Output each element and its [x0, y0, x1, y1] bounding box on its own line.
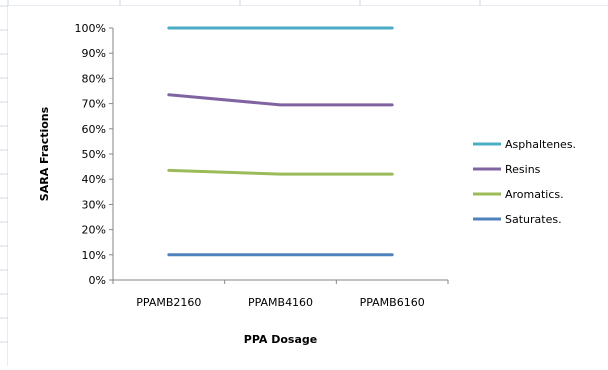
y-tick-label: 30% — [82, 198, 106, 211]
x-tick-label: PPAMB4160 — [248, 296, 313, 309]
y-tick-label: 100% — [75, 22, 106, 35]
series-line-aromatics — [167, 168, 394, 176]
line-chart: 0% 10% 20% 30% 40% 50% 60% 70% 80% 90% 100% PPAMB2… — [38, 22, 576, 346]
y-tick-label: 0% — [89, 274, 106, 287]
y-tick-label: 80% — [82, 72, 106, 85]
x-axis-title: PPA Dosage — [244, 333, 317, 346]
legend: Asphaltenes. Resins Aromatics. Saturates. — [473, 138, 576, 226]
y-axis-title: SARA Fractions — [38, 106, 51, 201]
series-lines — [167, 26, 394, 257]
y-tick-label: 50% — [82, 148, 106, 161]
legend-label: Saturates. — [505, 213, 562, 226]
x-tick-label: PPAMB2160 — [136, 296, 201, 309]
y-tick-label: 90% — [82, 47, 106, 60]
chart-area[interactable]: 0% 10% 20% 30% 40% 50% 60% 70% 80% 90% 100% PPAMB2… — [8, 6, 608, 366]
legend-label: Aromatics. — [505, 188, 564, 201]
x-tick-label: PPAMB6160 — [360, 296, 425, 309]
legend-label: Asphaltenes. — [505, 138, 576, 151]
y-tick-label: 70% — [82, 98, 106, 111]
y-tick-label: 10% — [82, 249, 106, 262]
y-tick-label: 40% — [82, 173, 106, 186]
legend-label: Resins — [505, 163, 541, 176]
series-line-resins — [167, 93, 394, 107]
y-tick-label: 60% — [82, 123, 106, 136]
x-axis-ticks: PPAMB2160 PPAMB4160 PPAMB6160 — [112, 280, 449, 309]
y-tick-label: 20% — [82, 224, 106, 237]
y-axis-ticks: 0% 10% 20% 30% 40% 50% 60% 70% 80% 90% 100% — [75, 22, 113, 287]
